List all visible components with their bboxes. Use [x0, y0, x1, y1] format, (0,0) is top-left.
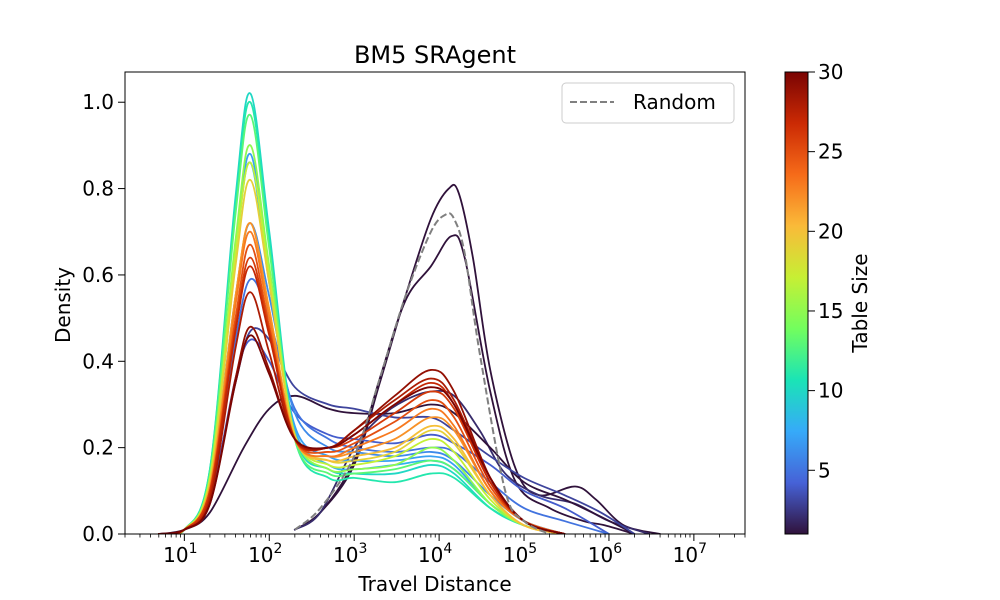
colorbar-tick-label: 25 — [818, 140, 843, 164]
x-axis-label: Travel Distance — [357, 572, 511, 596]
colorbar: 5 10 15 20 25 30 Table Size — [784, 60, 872, 535]
series-line — [293, 234, 636, 534]
colorbar-tick-label: 5 — [818, 458, 831, 482]
x-tick-label: 106 — [588, 541, 622, 567]
y-tick-label: 0.2 — [82, 436, 114, 460]
series-line — [157, 179, 566, 534]
x-tick-label: 104 — [418, 541, 452, 567]
series-layer — [157, 92, 661, 534]
colorbar-tick-label: 10 — [818, 379, 843, 403]
colorbar-ticks: 5 10 15 20 25 30 — [808, 60, 843, 482]
colorbar-tick-label: 15 — [818, 299, 843, 323]
x-tick-label: 107 — [673, 541, 707, 567]
series-line — [157, 334, 566, 534]
random-layer — [294, 212, 551, 534]
chart-title: BM5 SRAgent — [354, 41, 516, 69]
y-tick-label: 0.8 — [82, 177, 114, 201]
series-line — [157, 394, 636, 534]
x-tick-label: 102 — [248, 541, 282, 567]
colorbar-gradient — [784, 71, 809, 535]
random-line — [294, 212, 551, 534]
x-tick-label: 105 — [503, 541, 537, 567]
x-tick-label: 101 — [163, 541, 197, 567]
y-tick-label: 0.4 — [82, 349, 114, 373]
x-axis: 101 102 103 104 105 106 107 — [124, 534, 746, 567]
x-tick-label: 103 — [333, 541, 367, 567]
y-axis-label: Density — [51, 267, 75, 343]
colorbar-tick-label: 30 — [818, 60, 843, 84]
y-tick-label: 1.0 — [82, 90, 114, 114]
y-tick-label: 0.6 — [82, 263, 114, 287]
colorbar-tick-label: 20 — [818, 219, 843, 243]
y-tick-label: 0.0 — [82, 522, 114, 546]
legend: Random — [561, 82, 735, 124]
y-axis: 0.0 0.2 0.4 0.6 0.8 1.0 — [82, 90, 125, 546]
colorbar-label: Table Size — [848, 253, 872, 353]
legend-box — [561, 82, 735, 124]
legend-random-label: Random — [633, 90, 716, 114]
